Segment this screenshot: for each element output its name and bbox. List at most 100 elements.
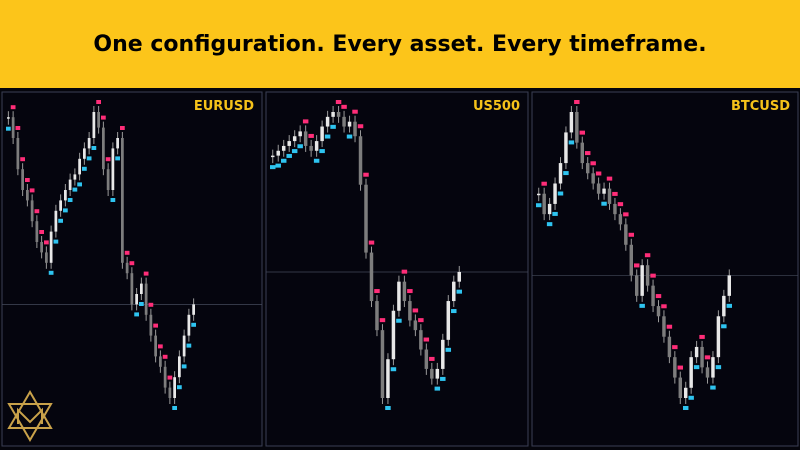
trend-segment <box>324 134 331 139</box>
candle <box>457 271 461 282</box>
candle <box>16 138 20 170</box>
trend-segment <box>363 172 369 177</box>
trend-segment <box>29 188 35 193</box>
trend-segment <box>124 250 130 255</box>
candle <box>369 252 374 302</box>
trend-segment <box>536 203 542 208</box>
candle <box>353 121 357 137</box>
candle <box>575 112 579 143</box>
trend-segment <box>67 198 73 202</box>
candle <box>40 242 43 253</box>
trend-segment <box>407 289 413 294</box>
trend-segment <box>666 324 673 329</box>
candle <box>7 117 10 119</box>
candle <box>419 330 423 350</box>
trend-segment <box>440 376 446 381</box>
trend-segment <box>628 232 634 237</box>
trend-segment <box>105 157 111 162</box>
candle <box>78 158 81 175</box>
trend-segment <box>6 126 11 131</box>
candle <box>178 356 181 378</box>
candle <box>591 173 595 184</box>
trend-segment <box>546 222 553 227</box>
candle <box>21 169 24 190</box>
candle <box>413 320 418 331</box>
candle <box>87 138 91 149</box>
trend-segment <box>434 386 441 391</box>
candle <box>287 141 291 146</box>
candle <box>569 112 574 133</box>
candle <box>111 148 115 190</box>
trend-segment <box>639 303 645 308</box>
trend-segment <box>82 166 87 171</box>
trend-segment <box>134 312 139 317</box>
trend-segment <box>357 124 364 129</box>
candle <box>386 359 390 398</box>
trend-segment <box>191 322 196 327</box>
candle <box>276 150 280 156</box>
candle <box>678 377 682 398</box>
trend-segment <box>143 271 149 276</box>
candle <box>375 301 379 331</box>
candle <box>271 155 275 158</box>
candle <box>292 136 297 142</box>
trend-segment <box>541 181 547 186</box>
candle <box>45 252 48 263</box>
candle <box>309 145 313 151</box>
trend-segment <box>352 109 358 114</box>
trend-segment <box>286 153 292 158</box>
trend-segment <box>590 161 596 166</box>
candle <box>635 275 639 296</box>
candle <box>144 283 148 315</box>
candle <box>102 127 105 170</box>
candle <box>168 387 172 398</box>
trend-segment <box>129 261 135 266</box>
title: One configuration. Every asset. Every ti… <box>93 31 707 57</box>
trend-segment <box>601 201 607 206</box>
trend-segment <box>683 406 689 410</box>
candle <box>336 112 341 117</box>
trend-segment <box>86 156 92 161</box>
candle <box>613 203 617 215</box>
trend-segment <box>655 294 662 299</box>
candle <box>303 131 308 146</box>
trend-segment <box>115 156 120 161</box>
candle <box>97 112 100 128</box>
candle <box>347 121 352 127</box>
candle <box>83 148 86 159</box>
trend-segment <box>726 303 732 308</box>
candle <box>727 275 731 296</box>
trend-segment <box>704 355 711 360</box>
candle <box>700 346 704 368</box>
candle <box>68 179 72 190</box>
trend-segment <box>39 230 44 234</box>
candle <box>380 330 385 398</box>
candle <box>684 387 688 398</box>
trend-segment <box>401 269 408 274</box>
trend-segment <box>275 163 281 168</box>
candle <box>163 366 167 388</box>
candle <box>662 316 666 337</box>
trend-segment <box>280 158 287 163</box>
header: One configuration. Every asset. Every ti… <box>0 0 800 88</box>
candle <box>547 203 552 215</box>
candle <box>106 169 110 190</box>
candle <box>320 126 324 142</box>
trend-segment <box>672 345 678 350</box>
candle <box>140 283 143 294</box>
candle <box>624 224 628 245</box>
trend-segment <box>368 240 375 245</box>
candle <box>435 368 440 379</box>
trend-segment <box>181 364 187 369</box>
trend-segment <box>101 115 106 120</box>
trend-segment <box>710 385 716 390</box>
candle <box>667 336 672 358</box>
trend-segment <box>644 253 651 258</box>
trend-segment <box>341 104 347 109</box>
candle <box>26 190 29 201</box>
candle <box>159 356 162 367</box>
candle <box>537 193 541 196</box>
trend-segment <box>58 218 63 223</box>
candle <box>298 131 302 137</box>
